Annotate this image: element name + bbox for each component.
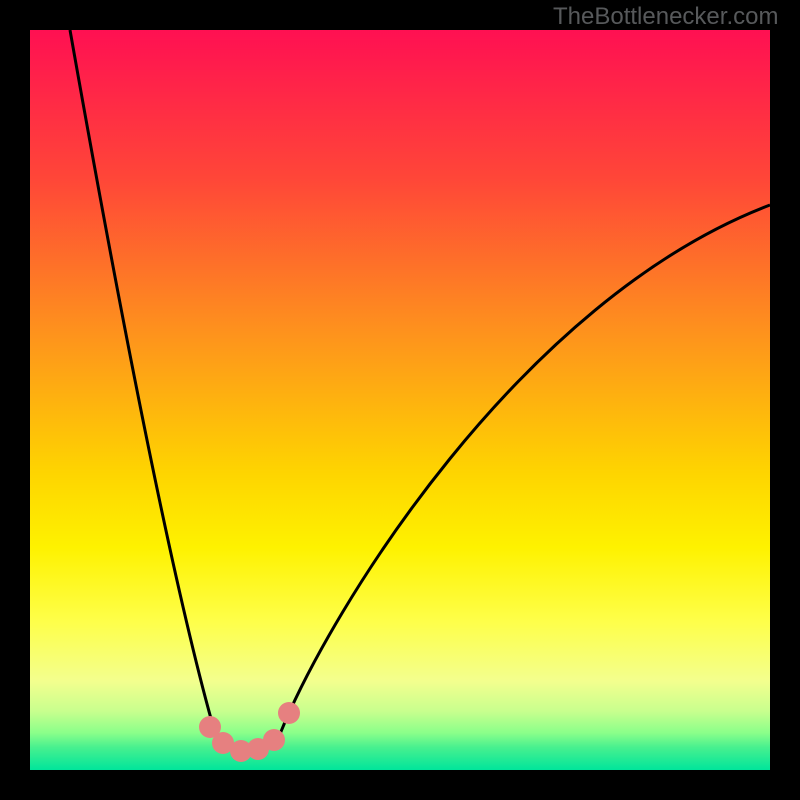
- bottleneck-curve: [0, 0, 800, 800]
- curve-path: [70, 30, 770, 752]
- curve-marker: [278, 702, 300, 724]
- curve-marker: [263, 729, 285, 751]
